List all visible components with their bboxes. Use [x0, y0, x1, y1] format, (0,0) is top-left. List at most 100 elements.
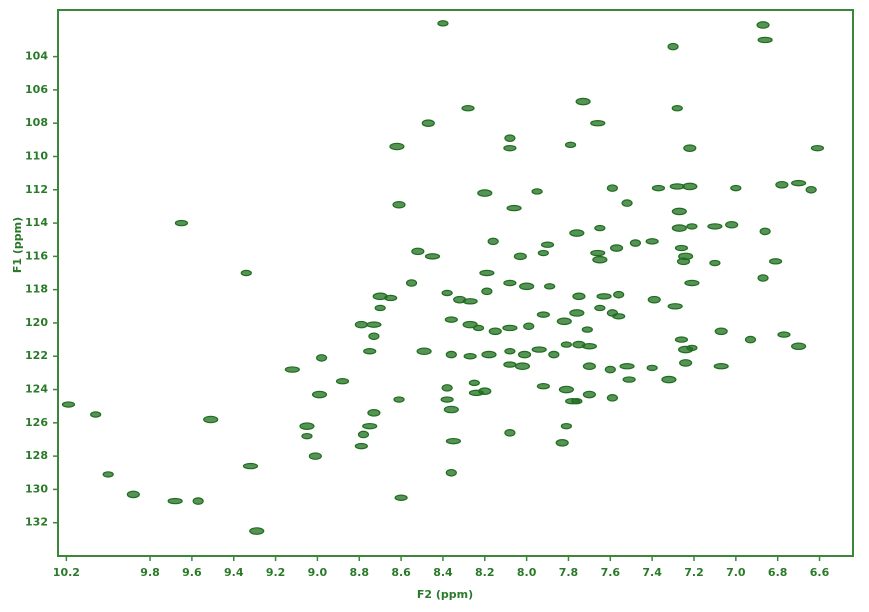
x-tick-label: 9.0 [308, 566, 328, 579]
nmr-peak [519, 282, 535, 291]
nmr-peak [249, 527, 265, 535]
nmr-peak [481, 350, 497, 359]
nmr-peak [440, 396, 454, 403]
y-tick-label: 112 [25, 183, 48, 196]
nmr-peak [590, 249, 606, 257]
nmr-peak [102, 471, 114, 478]
y-tick-label: 116 [25, 249, 48, 262]
nmr-peak [441, 384, 453, 392]
y-tick-label: 122 [25, 349, 48, 362]
nmr-peak [556, 317, 572, 326]
nmr-peak [674, 336, 689, 343]
x-tick-label: 7.0 [726, 566, 746, 579]
nmr-peak [416, 347, 432, 356]
x-tick-label: 7.2 [684, 566, 704, 579]
nmr-peak [513, 252, 527, 261]
nmr-peak [707, 223, 723, 230]
nmr-peak [569, 229, 585, 237]
nmr-peak [645, 238, 659, 245]
nmr-peak [405, 279, 418, 287]
nmr-peak [713, 363, 729, 370]
nmr-peak [606, 394, 619, 402]
nmr-peak [536, 383, 550, 390]
nmr-peak [590, 119, 606, 127]
plot-frame [57, 9, 854, 557]
nmr-peak [443, 405, 459, 414]
nmr-peak [725, 220, 739, 229]
nmr-peak [437, 20, 449, 27]
nmr-peak [461, 105, 475, 112]
nmr-peak [613, 290, 625, 299]
nmr-peak [606, 184, 619, 192]
nmr-peak [564, 141, 577, 149]
nmr-peak [363, 348, 377, 355]
x-tick-label: 9.2 [266, 566, 286, 579]
nmr-peak [684, 279, 700, 287]
nmr-peak [531, 188, 543, 195]
nmr-peak [504, 134, 516, 142]
nmr-peak [555, 439, 569, 447]
nmr-peak [242, 462, 259, 470]
x-tick-label: 10.2 [53, 566, 80, 579]
y-tick-label: 106 [25, 83, 48, 96]
nmr-peak [502, 324, 518, 332]
nmr-peak [203, 415, 219, 424]
nmr-peak [411, 247, 425, 256]
nmr-peak [619, 363, 635, 370]
nmr-peak [594, 224, 606, 232]
nmr-peak [759, 227, 771, 236]
nmr-peak [504, 348, 516, 355]
x-axis-label: F2 (ppm) [417, 588, 473, 601]
nmr-peak [609, 244, 624, 252]
nmr-peak [582, 390, 596, 399]
y-tick-label: 104 [25, 50, 48, 63]
nmr-peak [362, 422, 378, 430]
y-tick-label: 110 [25, 149, 48, 162]
nmr-peak [622, 376, 636, 383]
nmr-peak [503, 279, 517, 287]
nmr-peak [354, 320, 368, 329]
nmr-peak [575, 97, 591, 106]
nmr-peak [537, 249, 549, 257]
x-tick-label: 7.8 [559, 566, 579, 579]
nmr-peak [468, 379, 480, 387]
nmr-peak [558, 385, 574, 394]
nmr-peak [167, 497, 183, 505]
nmr-peak [487, 237, 499, 246]
y-tick-label: 118 [25, 283, 48, 296]
nmr-peak [757, 274, 769, 282]
nmr-peak [744, 335, 757, 344]
nmr-peak [284, 366, 300, 373]
nmr-peak [531, 346, 547, 353]
nmr-peak [488, 327, 502, 336]
nmr-peak [651, 184, 666, 192]
nmr-peak [756, 21, 770, 29]
nmr-peak [810, 144, 825, 152]
nmr-peak [523, 322, 535, 331]
nmr-peak [504, 429, 516, 437]
nmr-peak [604, 365, 616, 374]
nmr-peak [594, 304, 606, 312]
nmr-peak [441, 289, 453, 297]
nmr-peak [777, 331, 791, 338]
nmr-peak [791, 179, 807, 187]
y-tick-label: 124 [25, 383, 48, 396]
nmr-peak [308, 452, 322, 460]
nmr-peak [544, 283, 556, 290]
nmr-peak [548, 350, 560, 359]
x-tick-label: 7.6 [601, 566, 621, 579]
nmr-peak [667, 303, 683, 310]
nmr-peak [477, 189, 493, 197]
x-tick-label: 7.4 [642, 566, 662, 579]
y-tick-label: 132 [25, 516, 48, 529]
nmr-peak [192, 497, 204, 505]
nmr-peak [299, 422, 315, 430]
nmr-peak [61, 401, 76, 408]
nmr-peak [394, 494, 408, 501]
nmr-peak [517, 350, 532, 359]
nmr-peak [372, 292, 388, 301]
nmr-peak [592, 255, 608, 264]
nmr-peak [709, 259, 721, 267]
